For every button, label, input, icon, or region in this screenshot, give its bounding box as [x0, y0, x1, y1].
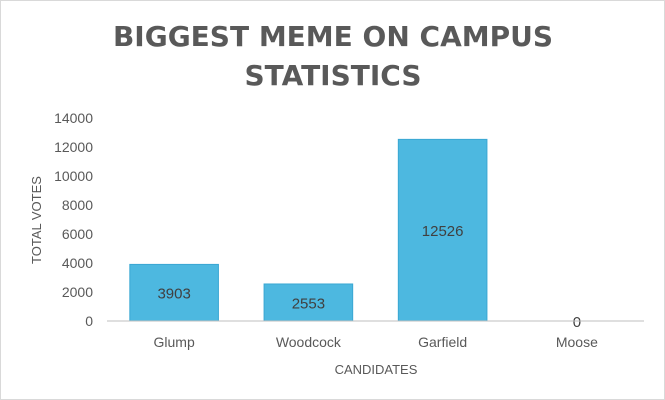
bar: [263, 283, 354, 322]
x-tick-label: Garfield: [418, 334, 467, 350]
data-label: 2553: [292, 295, 325, 312]
chart-title-line-2: STATISTICS: [244, 59, 421, 92]
x-tick-label: Moose: [556, 334, 598, 350]
bar: [129, 263, 219, 322]
chart-title-line-1: BIGGEST MEME ON CAMPUS: [113, 20, 553, 53]
y-tick-label: 4000: [62, 255, 93, 271]
y-tick-label: 0: [85, 313, 93, 329]
x-axis-title: CANDIDATES: [335, 362, 418, 377]
x-tick-label: Glump: [154, 334, 195, 350]
data-labels: 3903 2553 12526 0: [157, 223, 581, 331]
y-tick-label: 14000: [54, 110, 93, 126]
data-label: 3903: [157, 286, 190, 303]
y-tick-label: 6000: [62, 226, 93, 242]
y-axis-ticks: 0 2000 4000 6000 8000 10000 12000 14000: [54, 110, 93, 329]
bar: [397, 138, 488, 322]
y-tick-label: 8000: [62, 197, 93, 213]
bars: [129, 138, 488, 322]
x-axis-ticks: Glump Woodcock Garfield Moose: [154, 334, 599, 350]
y-axis-title: TOTAL VOTES: [29, 176, 44, 264]
y-tick-label: 12000: [54, 139, 93, 155]
x-tick-label: Woodcock: [276, 334, 342, 350]
y-tick-label: 10000: [54, 168, 93, 184]
data-label: 12526: [422, 223, 464, 240]
data-label: 0: [573, 314, 581, 331]
y-tick-label: 2000: [62, 284, 93, 300]
